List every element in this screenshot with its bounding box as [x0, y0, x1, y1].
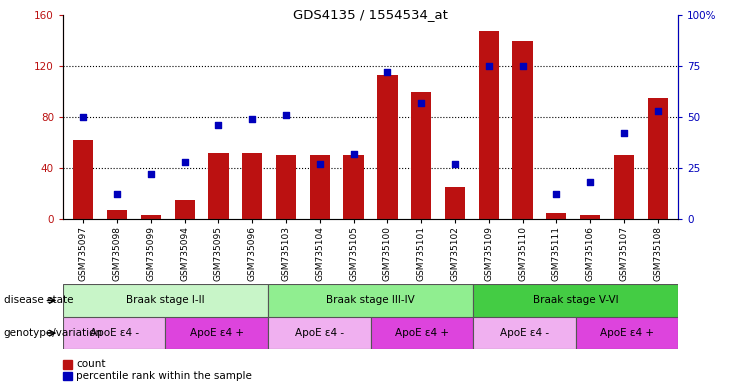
Text: genotype/variation: genotype/variation — [4, 328, 103, 338]
Text: ApoE ε4 -: ApoE ε4 - — [90, 328, 139, 338]
Bar — [377, 75, 397, 219]
Bar — [479, 31, 499, 219]
Bar — [242, 153, 262, 219]
Text: Braak stage V-VI: Braak stage V-VI — [533, 295, 618, 306]
Bar — [141, 215, 161, 219]
Text: ApoE ε4 +: ApoE ε4 + — [190, 328, 244, 338]
Bar — [411, 92, 431, 219]
Text: ApoE ε4 -: ApoE ε4 - — [499, 328, 549, 338]
Point — [584, 179, 596, 185]
Point — [382, 69, 393, 75]
Text: count: count — [76, 359, 106, 369]
Bar — [473, 284, 678, 317]
Point — [516, 63, 528, 70]
Bar — [268, 317, 370, 349]
Point — [179, 159, 190, 165]
Text: Braak stage I-II: Braak stage I-II — [126, 295, 205, 306]
Bar — [276, 155, 296, 219]
Bar — [208, 153, 228, 219]
Text: disease state: disease state — [4, 295, 73, 306]
Bar — [63, 284, 268, 317]
Bar — [648, 98, 668, 219]
Bar — [174, 200, 195, 219]
Text: ApoE ε4 +: ApoE ε4 + — [599, 328, 654, 338]
Bar — [614, 155, 634, 219]
Point — [415, 100, 427, 106]
Point — [280, 112, 292, 118]
Bar — [63, 360, 72, 369]
Text: ApoE ε4 +: ApoE ε4 + — [395, 328, 449, 338]
Point — [551, 191, 562, 197]
Bar — [268, 284, 473, 317]
Bar — [107, 210, 127, 219]
Bar — [580, 215, 600, 219]
Bar — [344, 155, 364, 219]
Bar — [63, 317, 165, 349]
Point — [348, 151, 359, 157]
Point — [145, 171, 157, 177]
Bar — [165, 317, 268, 349]
Point — [314, 161, 326, 167]
Text: percentile rank within the sample: percentile rank within the sample — [76, 371, 252, 381]
Bar — [576, 317, 678, 349]
Bar — [445, 187, 465, 219]
Point — [618, 130, 630, 136]
Bar — [473, 317, 576, 349]
Point — [652, 108, 664, 114]
Bar — [63, 372, 72, 380]
Point — [483, 63, 495, 70]
Bar — [370, 317, 473, 349]
Bar — [310, 155, 330, 219]
Point — [111, 191, 123, 197]
Text: Braak stage III-IV: Braak stage III-IV — [326, 295, 415, 306]
Text: ApoE ε4 -: ApoE ε4 - — [295, 328, 344, 338]
Bar — [513, 41, 533, 219]
Point — [246, 116, 258, 122]
Bar — [73, 140, 93, 219]
Point — [213, 122, 225, 128]
Point — [77, 114, 89, 120]
Bar — [546, 212, 567, 219]
Text: GDS4135 / 1554534_at: GDS4135 / 1554534_at — [293, 8, 448, 21]
Point — [449, 161, 461, 167]
